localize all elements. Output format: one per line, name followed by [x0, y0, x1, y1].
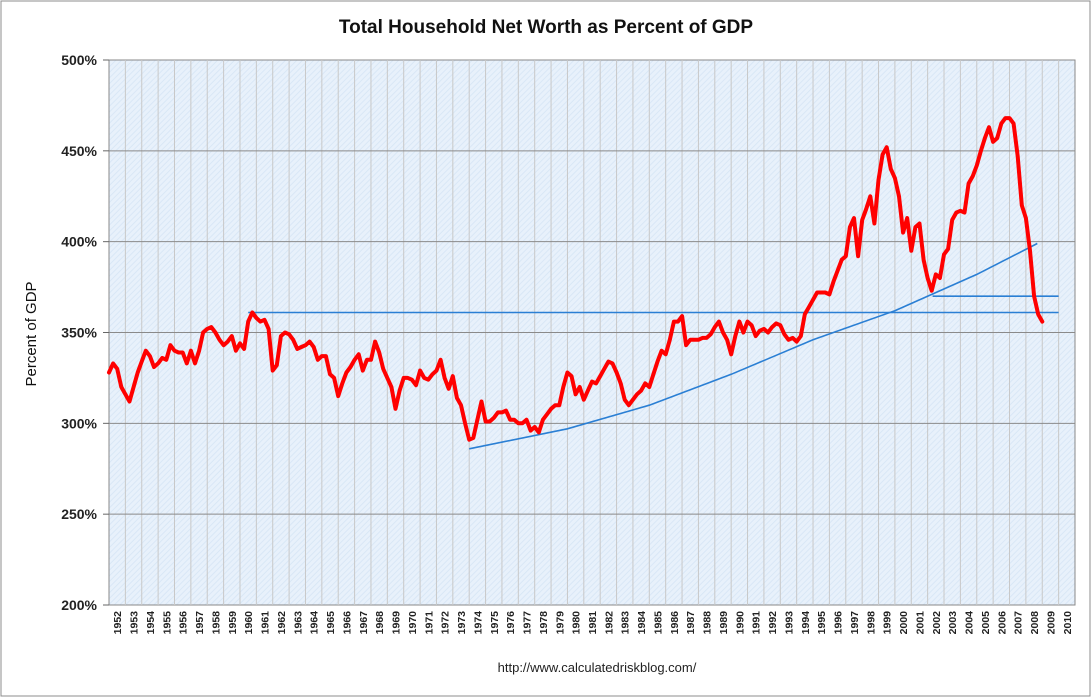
x-tick-label: 1994 — [800, 611, 812, 635]
x-tick-label: 2000 — [898, 611, 910, 635]
y-axis-ticks: 200% 250% 300% 350% 400% 450% 500% — [61, 52, 109, 613]
series-layer — [107, 116, 1045, 442]
series-line — [107, 116, 1045, 442]
x-tick-label: 2005 — [980, 611, 992, 635]
x-tick-label: 2006 — [996, 611, 1008, 635]
x-tick-label: 1961 — [260, 611, 272, 635]
x-tick-label: 1982 — [603, 611, 615, 635]
x-tick-label: 1974 — [472, 611, 484, 635]
x-tick-label: 2009 — [1045, 611, 1057, 635]
y-tick-label: 250% — [61, 506, 97, 522]
x-tick-label: 1979 — [554, 611, 566, 635]
x-tick-label: 1969 — [391, 611, 403, 635]
y-tick-label: 450% — [61, 143, 97, 159]
x-tick-label: 1956 — [178, 611, 190, 635]
x-tick-label: 1965 — [325, 611, 337, 635]
x-tick-label: 1988 — [702, 611, 714, 635]
x-tick-label: 1999 — [882, 611, 894, 635]
x-tick-label: 1997 — [849, 611, 861, 635]
x-tick-label: 1955 — [161, 611, 173, 635]
x-tick-label: 1992 — [767, 611, 779, 635]
x-tick-label: 1981 — [587, 611, 599, 635]
x-tick-label: 1968 — [374, 611, 386, 635]
x-tick-label: 2001 — [914, 611, 926, 635]
x-tick-label: 1983 — [620, 611, 632, 635]
x-tick-label: 1978 — [538, 611, 550, 635]
x-tick-label: 2003 — [947, 611, 959, 635]
x-tick-label: 1995 — [816, 611, 828, 635]
x-tick-label: 1984 — [636, 611, 648, 635]
x-tick-label: 1966 — [341, 611, 353, 635]
x-tick-label: 1986 — [669, 611, 681, 635]
source-url[interactable]: http://www.calculatedriskblog.com/ — [498, 660, 697, 675]
y-tick-label: 300% — [61, 415, 97, 431]
y-tick-label: 200% — [61, 597, 97, 613]
x-tick-label: 1958 — [210, 611, 222, 635]
x-tick-label: 1964 — [309, 611, 321, 635]
x-tick-label: 1960 — [243, 611, 255, 635]
x-tick-label: 1976 — [505, 611, 517, 635]
grid-layer — [109, 60, 1075, 605]
x-tick-label: 1962 — [276, 611, 288, 635]
x-tick-label: 1990 — [734, 611, 746, 635]
trend-lines — [248, 242, 1059, 450]
y-tick-label: 400% — [61, 234, 97, 250]
x-tick-label: 1975 — [489, 611, 501, 635]
trend-line — [469, 242, 1038, 450]
x-tick-label: 1991 — [751, 611, 763, 635]
x-tick-label: 2004 — [964, 611, 976, 635]
y-tick-label: 500% — [61, 52, 97, 68]
x-tick-label: 1993 — [783, 611, 795, 635]
x-tick-label: 2002 — [931, 611, 943, 635]
x-axis-ticks: 1952 1953 1954 1955 1956 1957 1958 1959 1960 1961… — [112, 611, 1074, 635]
x-tick-label: 1963 — [292, 611, 304, 635]
x-tick-label: 1952 — [112, 611, 124, 635]
x-tick-label: 1985 — [652, 611, 664, 635]
x-tick-label: 2008 — [1029, 611, 1041, 635]
x-tick-label: 1989 — [718, 611, 730, 635]
x-tick-label: 1977 — [522, 611, 534, 635]
x-tick-label: 2010 — [1062, 611, 1074, 635]
x-tick-label: 2007 — [1013, 611, 1025, 635]
x-tick-label: 1980 — [571, 611, 583, 635]
x-tick-label: 1987 — [685, 611, 697, 635]
chart-title: Total Household Net Worth as Percent of … — [339, 17, 753, 38]
x-tick-label: 1998 — [865, 611, 877, 635]
x-tick-label: 1971 — [423, 611, 435, 635]
x-tick-label: 1953 — [129, 611, 141, 635]
y-tick-label: 350% — [61, 325, 97, 341]
x-tick-label: 1957 — [194, 611, 206, 635]
x-tick-label: 1970 — [407, 611, 419, 635]
x-tick-label: 1972 — [440, 611, 452, 635]
x-tick-label: 1954 — [145, 611, 157, 635]
x-tick-label: 1959 — [227, 611, 239, 635]
x-tick-label: 1996 — [833, 611, 845, 635]
y-axis-label: Percent of GDP — [23, 281, 40, 386]
x-tick-label: 1967 — [358, 611, 370, 635]
x-tick-label: 1973 — [456, 611, 468, 635]
